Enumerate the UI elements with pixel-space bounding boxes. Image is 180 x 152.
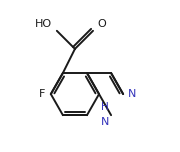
Text: H: H [101,102,109,112]
Text: O: O [98,19,106,29]
Text: N: N [128,89,136,99]
Text: N: N [101,117,109,127]
Text: HO: HO [35,19,52,29]
Text: F: F [39,89,45,99]
